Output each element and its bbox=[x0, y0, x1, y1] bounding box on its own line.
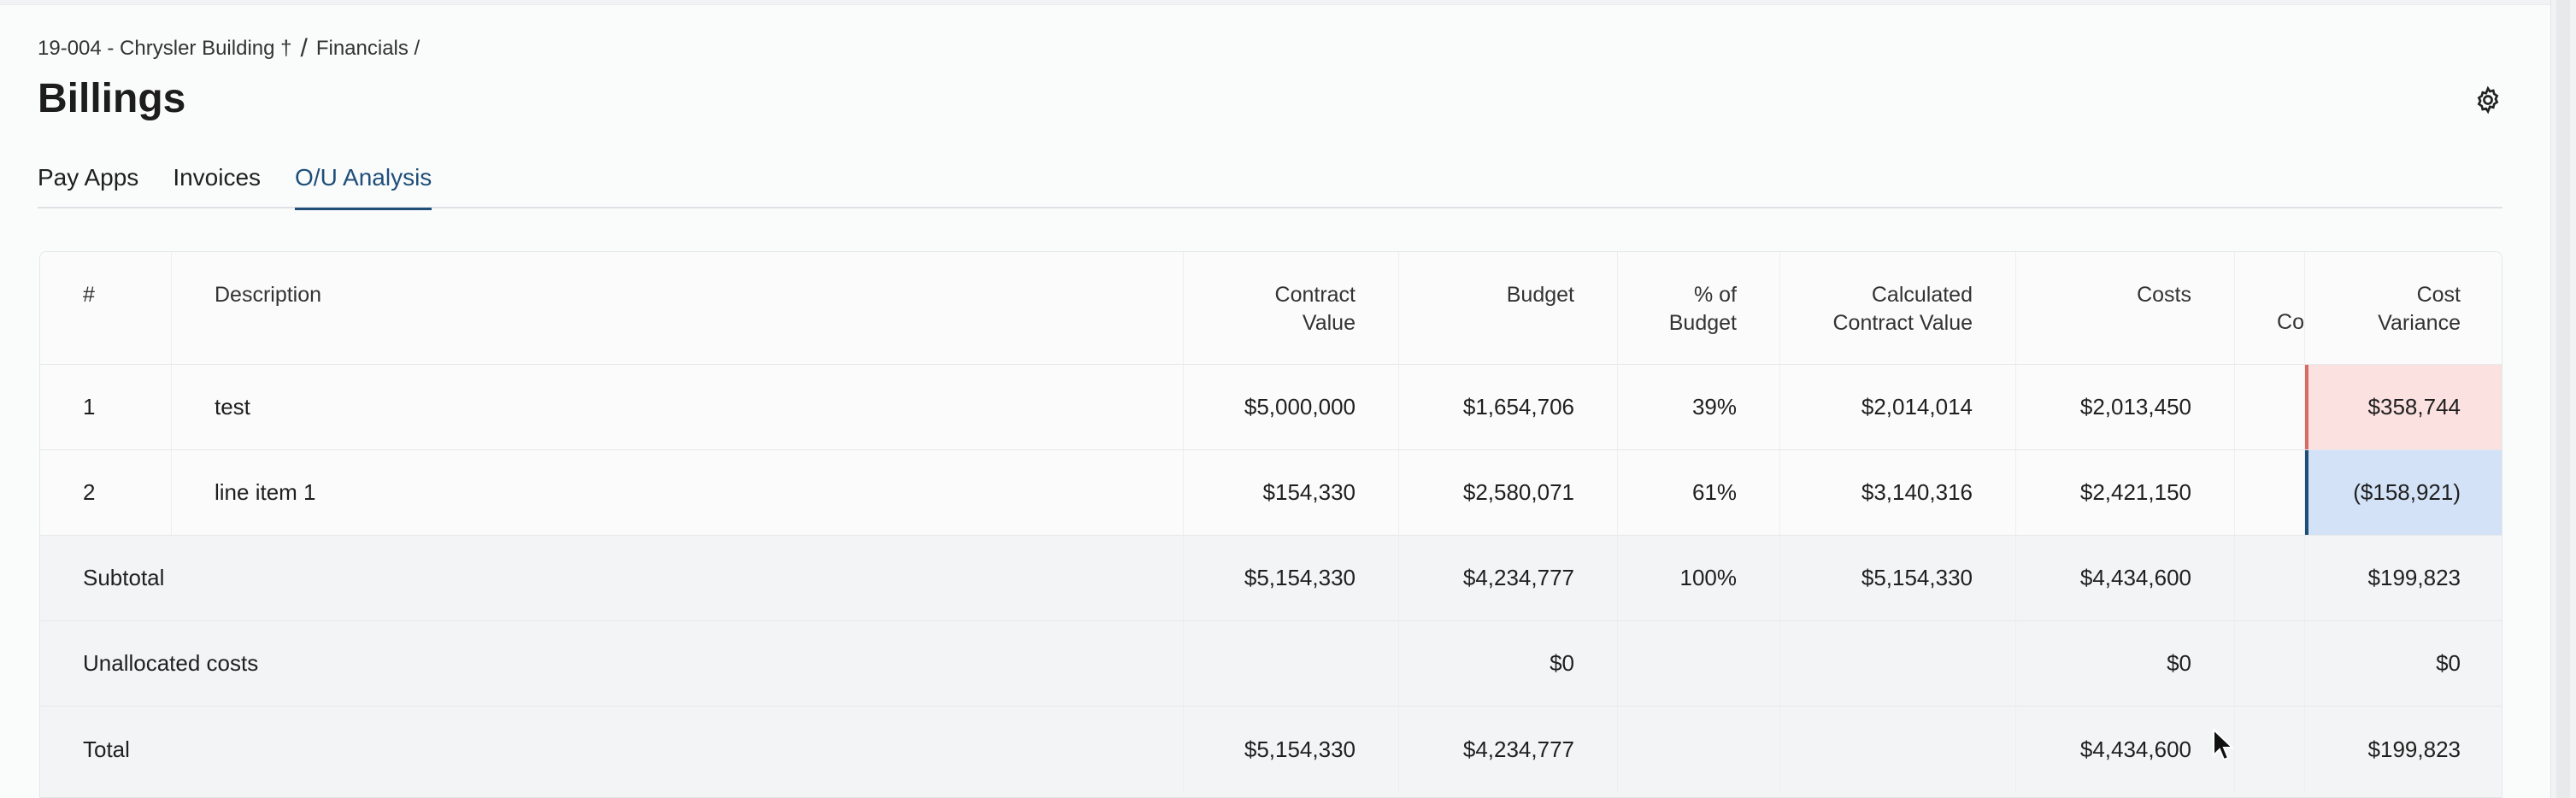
header-calculated-contract-value[interactable]: Calculated Contract Value bbox=[1780, 252, 2016, 364]
mouse-pointer-icon bbox=[2212, 727, 2238, 762]
subtotal-calculated-contract-value: $5,154,330 bbox=[1780, 536, 2016, 620]
row-budget: $2,580,071 bbox=[1399, 450, 1618, 535]
unallocated-calculated-contract-value bbox=[1780, 621, 2016, 706]
table-header-row: # Description Contract Value Budget % of… bbox=[40, 252, 2502, 365]
header-budget[interactable]: Budget bbox=[1399, 252, 1618, 364]
unallocated-cost-variance: $0 bbox=[2436, 650, 2461, 676]
row-num: 1 bbox=[40, 365, 172, 449]
subtotal-budget: $4,234,777 bbox=[1399, 536, 1618, 620]
total-cost-variance: $199,823 bbox=[2367, 736, 2461, 762]
row-contract-value: $154,330 bbox=[1184, 450, 1399, 535]
unallocated-budget: $0 bbox=[1399, 621, 1618, 706]
tab-ou-analysis[interactable]: O/U Analysis bbox=[295, 154, 432, 210]
header-cost-variance[interactable]: Cost Variance bbox=[2378, 283, 2461, 335]
total-label: Total bbox=[40, 707, 1184, 792]
subtotal-costs: $4,434,600 bbox=[2016, 536, 2235, 620]
row-cost-variance: ($158,921) bbox=[2305, 450, 2502, 535]
vertical-scrollbar[interactable] bbox=[2550, 0, 2576, 798]
table-row[interactable]: 1 test $5,000,000 $1,654,706 39% $2,014,… bbox=[40, 365, 2502, 450]
total-calculated-contract-value bbox=[1780, 707, 2016, 792]
row-cost-variance: $358,744 bbox=[2305, 365, 2502, 449]
row-budget: $1,654,706 bbox=[1399, 365, 1618, 449]
row-co bbox=[2235, 365, 2305, 449]
subtotal-contract-value: $5,154,330 bbox=[1184, 536, 1399, 620]
header-num[interactable]: # bbox=[40, 252, 172, 364]
subtotal-cost-variance: $199,823 bbox=[2367, 565, 2461, 590]
row-description: line item 1 bbox=[172, 450, 1184, 535]
tab-bar: Pay Apps Invoices O/U Analysis bbox=[38, 154, 2502, 210]
total-contract-value: $5,154,330 bbox=[1184, 707, 1399, 792]
top-bar bbox=[0, 0, 2550, 5]
header-contract-value[interactable]: Contract Value bbox=[1184, 252, 1399, 364]
total-costs: $4,434,600 bbox=[2016, 707, 2235, 792]
ou-analysis-table: # Description Contract Value Budget % of… bbox=[39, 251, 2502, 798]
unallocated-contract-value bbox=[1184, 621, 1399, 706]
header-co-truncated[interactable]: Co bbox=[2235, 252, 2305, 364]
tab-pay-apps[interactable]: Pay Apps bbox=[38, 164, 139, 191]
scrollbar-thumb[interactable] bbox=[2556, 0, 2570, 798]
row-costs: $2,013,450 bbox=[2016, 365, 2235, 449]
row-calculated-contract-value: $2,014,014 bbox=[1780, 365, 2016, 449]
breadcrumb-project[interactable]: 19-004 - Chrysler Building † bbox=[38, 37, 292, 60]
header-description[interactable]: Description bbox=[172, 252, 1184, 364]
total-co bbox=[2235, 707, 2305, 792]
subtotal-pct-budget: 100% bbox=[1618, 536, 1780, 620]
table-row[interactable]: 2 line item 1 $154,330 $2,580,071 61% $3… bbox=[40, 450, 2502, 536]
unallocated-costs: $0 bbox=[2016, 621, 2235, 706]
breadcrumb-separator: / bbox=[300, 34, 308, 62]
breadcrumb: 19-004 - Chrysler Building † / Financial… bbox=[38, 34, 420, 63]
gear-icon[interactable] bbox=[2473, 85, 2502, 114]
total-budget: $4,234,777 bbox=[1399, 707, 1618, 792]
row-contract-value: $5,000,000 bbox=[1184, 365, 1399, 449]
unallocated-label: Unallocated costs bbox=[40, 621, 1184, 706]
row-pct-budget: 39% bbox=[1618, 365, 1780, 449]
row-description: test bbox=[172, 365, 1184, 449]
row-co bbox=[2235, 450, 2305, 535]
header-costs[interactable]: Costs bbox=[2016, 252, 2235, 364]
header-pct-budget[interactable]: % of Budget bbox=[1618, 252, 1780, 364]
unallocated-costs-row: Unallocated costs $0 $0 $0 bbox=[40, 621, 2502, 707]
row-pct-budget: 61% bbox=[1618, 450, 1780, 535]
unallocated-pct-budget bbox=[1618, 621, 1780, 706]
row-calculated-contract-value: $3,140,316 bbox=[1780, 450, 2016, 535]
subtotal-label: Subtotal bbox=[40, 536, 1184, 620]
total-row: Total $5,154,330 $4,234,777 $4,434,600 $… bbox=[40, 707, 2502, 797]
breadcrumb-financials[interactable]: Financials / bbox=[315, 37, 421, 60]
row-num: 2 bbox=[40, 450, 172, 535]
page-title: Billings bbox=[38, 76, 186, 121]
subtotal-co bbox=[2235, 536, 2305, 620]
tab-invoices[interactable]: Invoices bbox=[173, 164, 262, 191]
row-costs: $2,421,150 bbox=[2016, 450, 2235, 535]
unallocated-co bbox=[2235, 621, 2305, 706]
subtotal-row: Subtotal $5,154,330 $4,234,777 100% $5,1… bbox=[40, 536, 2502, 621]
total-pct-budget bbox=[1618, 707, 1780, 792]
